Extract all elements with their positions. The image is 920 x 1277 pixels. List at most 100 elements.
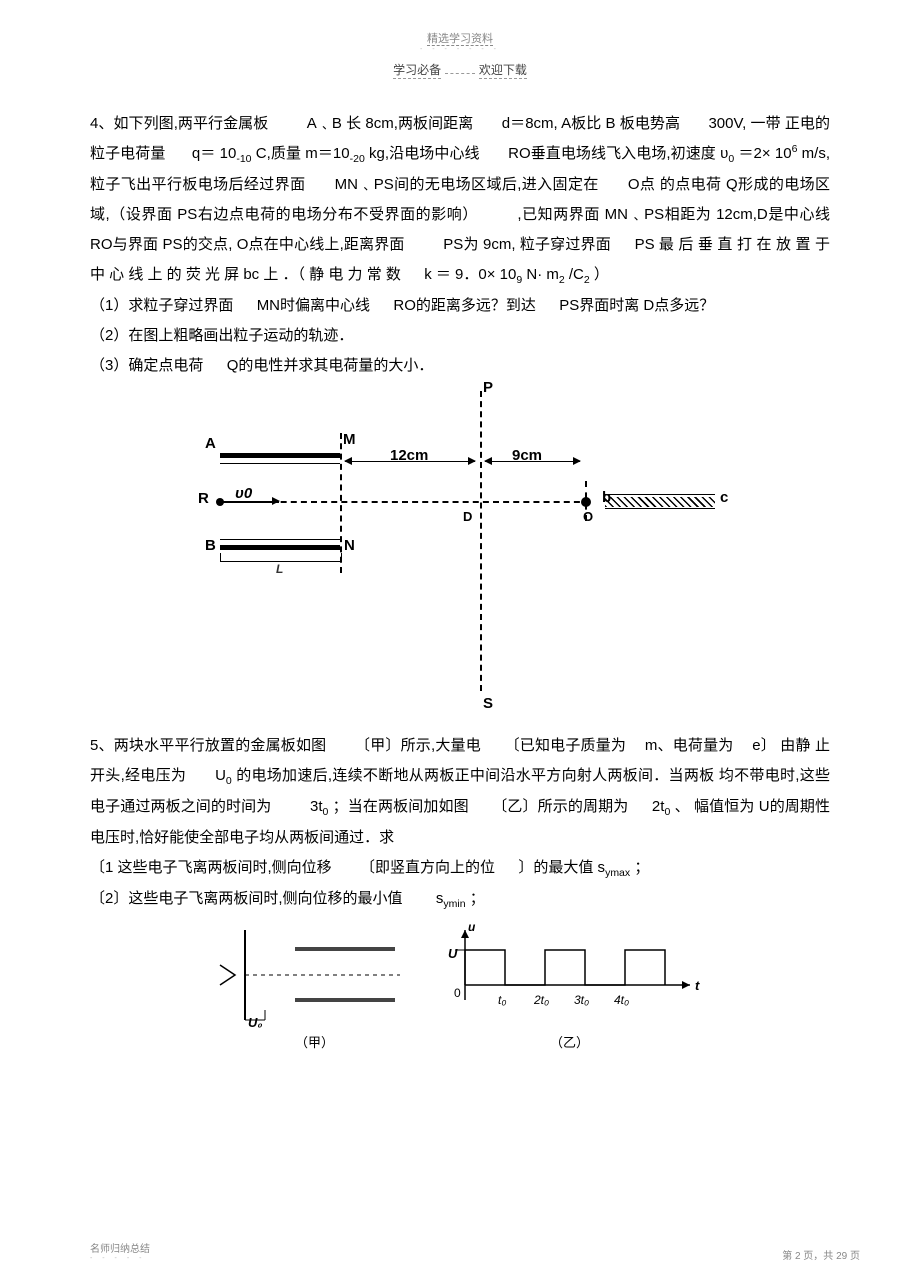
header-dashes: - - - - - - -	[0, 46, 920, 53]
label-zero: 0	[454, 981, 461, 1005]
p4-l7sub2: 2	[584, 274, 590, 286]
p4-l2d: kg,沿电场中心线	[369, 145, 480, 162]
label-c: c	[720, 483, 728, 513]
p5-l1c: 〔已知电子质量为	[505, 737, 627, 754]
header-sub-right: 欢迎下载	[479, 53, 527, 79]
plate-b-top	[220, 539, 340, 540]
p4-l6a: 粒子穿过界面	[520, 236, 611, 253]
label-R: R	[198, 484, 209, 514]
label-N: N	[344, 531, 355, 561]
p5-q1a: 〔1 这些电子飞离两板间时,侧向位移	[90, 859, 332, 876]
p4-l3e: O点	[628, 176, 655, 193]
p4-l3d: MN﹑PS间的无电场区域后,进入固定在	[335, 176, 599, 193]
page-content: 4、如下列图,两平行金属板 A﹑B 长 8cm,两板间距离 d＝8cm, A板比…	[0, 109, 920, 1055]
p5-q1sub: ymax	[605, 867, 630, 879]
p4-l3b: ＝2× 10	[738, 145, 791, 162]
plate-a-top	[220, 453, 340, 458]
label-B: B	[205, 531, 216, 561]
p4-q1d: PS界面时离 D点多远？	[559, 297, 714, 314]
p5-q2sub: ymin	[443, 898, 465, 910]
p4-q1c: RO的距离多远？到达	[393, 297, 536, 314]
problem5-diagram: U₀ （甲） u U 0 t t₀ 2t₀ 3t₀ 4t₀ （乙）	[210, 925, 710, 1055]
footer-left-text: 名师归纳总结	[90, 1244, 150, 1255]
p5-q1d: ；	[634, 859, 649, 876]
label-t-axis: t	[695, 973, 699, 999]
p4-l7c: /C	[569, 266, 584, 283]
header-gap	[445, 73, 475, 74]
p4-l4b: ,已知两界面	[517, 206, 600, 223]
label-4t0: 4t₀	[614, 988, 629, 1012]
label-U: U	[448, 941, 457, 967]
label-P: P	[483, 373, 493, 403]
p4-l1a: 4、如下列图,两平行金属板	[90, 115, 268, 132]
problem-5: 5、两块水平平行放置的金属板如图 〔甲〕所示,大量电 〔已知电子质量为 m、电荷…	[90, 731, 830, 915]
p5-l2sub: 0	[226, 775, 232, 787]
plate-b-bot	[220, 545, 340, 550]
p5-l1b: 〔甲〕所示,大量电	[355, 737, 481, 754]
label-3t0: 3t₀	[574, 988, 589, 1012]
label-t0: t₀	[498, 988, 506, 1012]
label-v0: υ0	[235, 479, 252, 509]
p5-l1e: e〕 由静	[752, 737, 810, 754]
p5-l3sub2: 0	[664, 806, 670, 818]
p4-l7s: 9	[516, 274, 522, 286]
header-top-text: 精选学习资料	[427, 33, 493, 46]
p5-l3d: 〔乙〕所示的周期为	[492, 798, 628, 815]
diagram-yi-svg	[440, 925, 700, 1045]
page-top-header: 精选学习资料 - - - - - - -	[0, 0, 920, 53]
p4-l3sup: 6	[792, 143, 798, 155]
ro-centerline	[220, 501, 590, 503]
p4-q1b: MN时偏离中心线	[257, 297, 370, 314]
p5-q2c: ；	[470, 890, 485, 907]
p5-l3f: 、	[675, 798, 690, 815]
p4-l1c: d＝8cm, A板比 B 板电势高	[502, 115, 680, 132]
p4-q2: （2）在图上粗略画出粒子运动的轨迹．	[90, 327, 353, 344]
p4-q3b: Q的电性并求其电荷量的大小．	[227, 357, 434, 374]
label-2t0: 2t₀	[534, 988, 549, 1012]
p5-l3b: 3t	[310, 798, 323, 815]
p4-l1d: 300V, 一带	[708, 115, 780, 132]
p4-l3sub: 0	[728, 153, 734, 165]
label-L: L	[276, 557, 283, 581]
label-U0: U₀	[248, 1010, 263, 1036]
p5-q1b: 〔即竖直方向上的位	[360, 859, 495, 876]
label-M: M	[343, 425, 356, 455]
ps-line	[480, 391, 482, 691]
label-D: D	[463, 504, 472, 530]
p4-l7b: N· m	[526, 266, 559, 283]
label-u-axis: u	[468, 915, 475, 939]
p5-l1d: m、电荷量为	[645, 737, 734, 754]
label-A: A	[205, 429, 216, 459]
p4-l7sub: 2	[559, 274, 565, 286]
p4-l2e: RO垂直电场线飞入电场,初速度	[508, 145, 716, 162]
plate-a-bot	[220, 463, 340, 464]
label-yi: （乙）	[550, 1030, 589, 1056]
label-9cm: 9cm	[512, 441, 542, 471]
p4-l2b: q＝ 10	[192, 145, 236, 162]
header-sub-wrap: 学习必备 欢迎下载	[0, 53, 920, 79]
bc-top	[605, 494, 715, 495]
p4-l7d: ）	[594, 266, 609, 283]
p4-l2c: C,质量 m＝10	[256, 145, 350, 162]
p5-l3c: ；当在两板间加如图	[333, 798, 469, 815]
label-b: b	[602, 483, 611, 513]
label-jia: （甲）	[295, 1030, 334, 1056]
label-12cm: 12cm	[390, 441, 428, 471]
p4-q1a: （1）求粒子穿过界面	[90, 297, 233, 314]
p4-l6c: k ＝	[424, 266, 451, 283]
problem4-diagram: L A B R υ0 M N P S D O b c 12cm	[180, 391, 740, 691]
p5-q2a: 〔2〕这些电子飞离两板间时,侧向位移的最小值	[90, 890, 403, 907]
p4-l7a: 9．0× 10	[455, 266, 516, 283]
p5-l2c: 的电场加速后,连续不断地从两板正中间沿水平方向射人两板间．当两板	[236, 767, 714, 784]
footer-left: 名师归纳总结 - - - - -	[90, 1240, 150, 1262]
p5-q1c: 〕的最大值 s	[518, 859, 605, 876]
mn-line	[340, 433, 342, 573]
p5-l2b: U	[215, 767, 226, 784]
p4-l2s1: -10	[236, 153, 251, 165]
footer-dashes: - - - - -	[90, 1255, 150, 1262]
p5-l3e: 2t	[652, 798, 665, 815]
bc-hatched	[605, 497, 715, 507]
label-O: O	[583, 504, 593, 530]
p5-l3sub: 0	[323, 806, 329, 818]
diagram-jia-svg	[210, 925, 410, 1045]
